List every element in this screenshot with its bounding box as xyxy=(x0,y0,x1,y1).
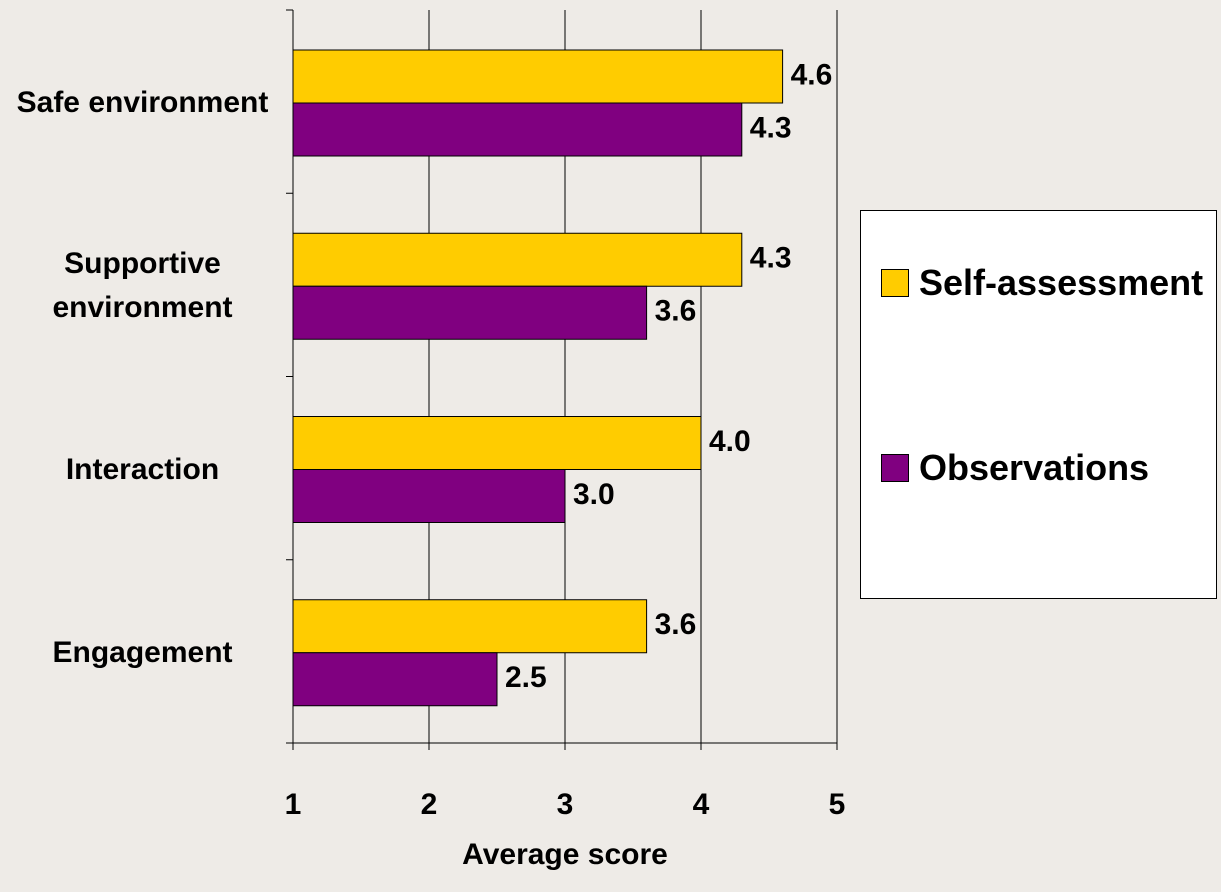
data-label: 4.6 xyxy=(791,58,833,91)
data-label: 3.6 xyxy=(655,608,697,641)
legend-label: Observations xyxy=(919,447,1150,488)
data-label: 3.0 xyxy=(573,478,615,511)
bar xyxy=(292,232,743,287)
data-label: 2.5 xyxy=(505,661,547,694)
x-tick-label: 3 xyxy=(557,788,574,821)
x-tick-label: 1 xyxy=(285,788,302,821)
y-tick-label: Supportive environment xyxy=(52,247,233,325)
y-tick-label: Engagement xyxy=(52,635,233,669)
bar xyxy=(292,652,498,707)
bar xyxy=(292,599,648,654)
legend-item: Observations xyxy=(881,446,1209,490)
bar xyxy=(292,285,648,340)
y-tick-label: Safe environment xyxy=(16,86,269,119)
bar xyxy=(292,416,702,470)
data-label: 3.6 xyxy=(655,295,697,328)
data-label: 4.3 xyxy=(750,242,792,275)
bar xyxy=(292,469,566,523)
data-label: 4.3 xyxy=(750,111,792,144)
legend-label: Self-assessment xyxy=(919,262,1204,303)
legend: Self-assessment Observations xyxy=(860,210,1217,599)
x-tick-label: 5 xyxy=(829,788,846,821)
bar xyxy=(292,49,784,104)
legend-swatch xyxy=(881,454,909,482)
data-label: 4.0 xyxy=(709,425,751,458)
legend-item: Self-assessment xyxy=(881,261,1209,305)
x-tick-label: 2 xyxy=(421,788,438,821)
y-tick-label: Interaction xyxy=(65,452,220,486)
bar xyxy=(292,102,743,157)
x-axis-title: Average score xyxy=(462,838,668,871)
x-tick-label: 4 xyxy=(693,788,710,821)
legend-swatch xyxy=(881,269,909,297)
